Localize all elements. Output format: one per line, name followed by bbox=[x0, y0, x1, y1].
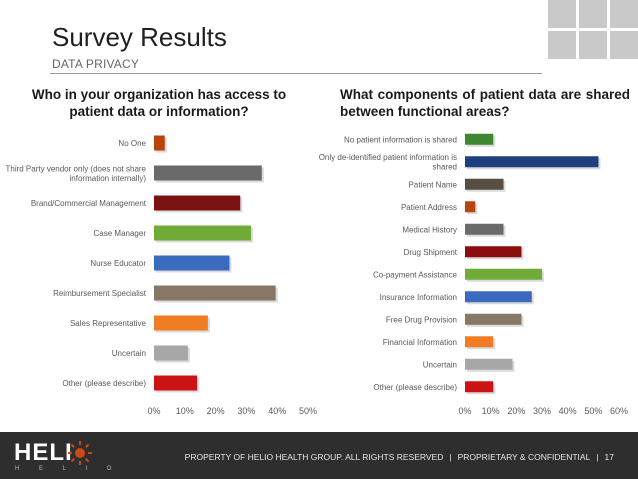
footer-bar: HELI H E L I O PROPERTY OF HELIO HEALTH … bbox=[0, 432, 638, 479]
x-tick-label: 40% bbox=[268, 406, 286, 416]
category-label: Uncertain bbox=[423, 360, 457, 369]
footer-separator: | bbox=[449, 452, 452, 462]
category-label: Reimbursement Specialist bbox=[53, 289, 147, 298]
chart-1-title: Who in your organization has access to p… bbox=[31, 87, 287, 119]
x-tick-label: 50% bbox=[299, 406, 317, 416]
category-label: Insurance Information bbox=[380, 293, 457, 302]
bar bbox=[465, 246, 522, 258]
bar bbox=[154, 255, 230, 271]
x-tick-label: 50% bbox=[584, 406, 602, 416]
bar bbox=[465, 268, 542, 280]
category-label: Case Manager bbox=[94, 229, 147, 238]
bar bbox=[465, 313, 522, 325]
title-divider bbox=[50, 73, 542, 74]
footer-classification: PROPRIETARY & CONFIDENTIAL bbox=[457, 452, 591, 462]
page-title: Survey Results bbox=[52, 22, 227, 52]
category-label: No patient information is shared bbox=[344, 135, 457, 144]
bar bbox=[465, 381, 494, 393]
bar bbox=[465, 201, 476, 213]
logo-sun-icon bbox=[68, 441, 92, 465]
bar bbox=[154, 315, 208, 331]
category-label: information internally) bbox=[70, 174, 147, 183]
category-label: Uncertain bbox=[112, 349, 146, 358]
footer-legal-text: PROPERTY OF HELIO HEALTH GROUP. ALL RIGH… bbox=[185, 452, 614, 462]
category-label: Third Party vendor only (does not share bbox=[5, 164, 146, 173]
bar bbox=[154, 225, 252, 241]
category-label: Financial Information bbox=[383, 338, 457, 347]
logo-tagline: H E L I O bbox=[15, 466, 121, 472]
x-tick-label: 10% bbox=[176, 406, 194, 416]
x-tick-label: 10% bbox=[482, 406, 500, 416]
bar bbox=[465, 358, 513, 370]
x-tick-label: 60% bbox=[610, 406, 628, 416]
category-label: Sales Representative bbox=[70, 319, 147, 328]
x-tick-label: 40% bbox=[559, 406, 577, 416]
category-label: Patient Name bbox=[409, 180, 458, 189]
category-label: shared bbox=[433, 163, 457, 172]
company-logo: HELI bbox=[14, 439, 73, 466]
category-label: Nurse Educator bbox=[90, 259, 146, 268]
bar bbox=[154, 195, 241, 211]
page-subtitle: DATA PRIVACY bbox=[52, 57, 140, 71]
x-tick-label: 30% bbox=[237, 406, 255, 416]
bar bbox=[154, 285, 276, 301]
bar bbox=[154, 345, 188, 361]
category-label: Only de-identified patient information i… bbox=[319, 153, 457, 162]
page-number: 17 bbox=[604, 452, 614, 462]
category-label: Drug Shipment bbox=[404, 248, 458, 257]
bar bbox=[465, 223, 504, 235]
category-label: Brand/Commercial Management bbox=[31, 199, 147, 208]
bar bbox=[465, 156, 599, 168]
bar bbox=[154, 165, 262, 181]
bar bbox=[154, 135, 165, 151]
category-label: Other (please describe) bbox=[373, 383, 457, 392]
category-label: Medical History bbox=[402, 225, 457, 234]
bar bbox=[465, 178, 504, 190]
category-label: No One bbox=[118, 139, 146, 148]
category-label: Co-payment Assistance bbox=[373, 270, 458, 279]
chart-2-title: What components of patient data are shar… bbox=[340, 87, 630, 119]
x-tick-label: 0% bbox=[147, 406, 160, 416]
corner-decoration bbox=[548, 0, 638, 59]
x-tick-label: 30% bbox=[533, 406, 551, 416]
category-label: Free Drug Provision bbox=[386, 315, 457, 324]
bar bbox=[465, 133, 494, 145]
x-tick-label: 0% bbox=[458, 406, 471, 416]
x-tick-label: 20% bbox=[507, 406, 525, 416]
footer-separator: | bbox=[596, 452, 599, 462]
bar bbox=[154, 375, 198, 391]
bar bbox=[465, 336, 494, 348]
category-label: Patient Address bbox=[401, 203, 457, 212]
bar bbox=[465, 291, 532, 303]
footer-copyright: PROPERTY OF HELIO HEALTH GROUP. ALL RIGH… bbox=[184, 452, 444, 462]
x-tick-label: 20% bbox=[207, 406, 225, 416]
category-label: Other (please describe) bbox=[62, 379, 146, 388]
